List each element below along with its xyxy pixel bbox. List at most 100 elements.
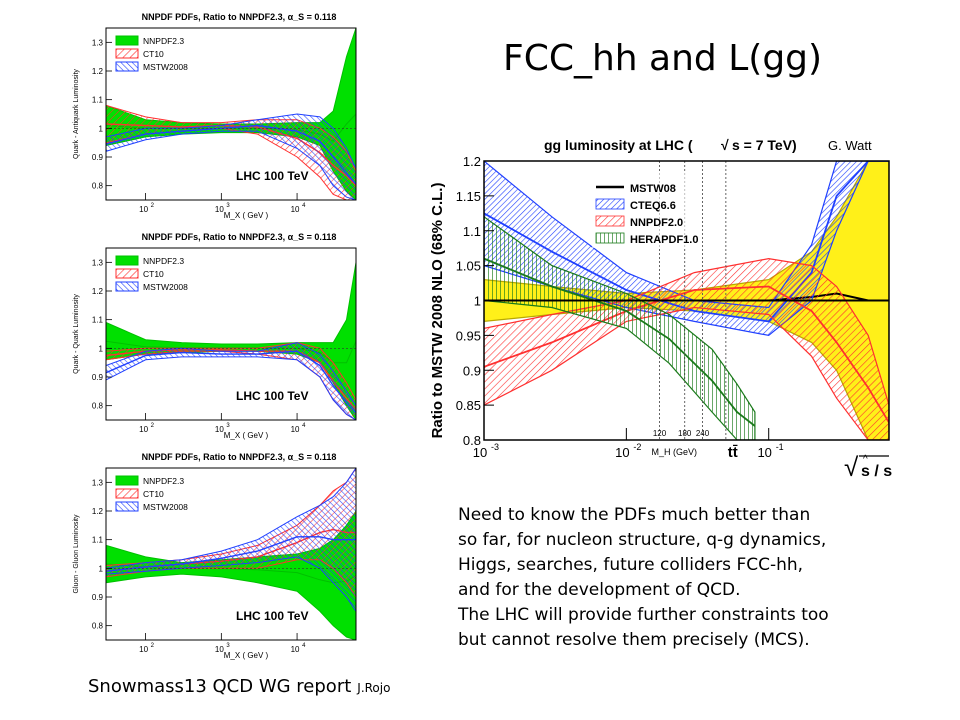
legend-swatch-herapdf1.0 <box>595 232 625 244</box>
legend-label: NNPDF2.3 <box>143 256 184 266</box>
band-mstw2008 <box>106 113 356 200</box>
xtick-exponent: 2 <box>151 643 155 649</box>
body-line: Need to know the PDFs much better than <box>458 505 811 525</box>
legend: MSTW08 CTEQ6.6 NNPDF2.0 HERAPDF1.0 <box>592 172 698 248</box>
higgs-mass-label: 240 <box>696 429 710 438</box>
axes-frame <box>105 27 357 201</box>
ytick-label: 1.3 <box>92 478 104 487</box>
legend-swatch-nnpdf2.3 <box>115 35 139 46</box>
panel-title: NNPDF PDFs, Ratio to NNPDF2.3, α_S = 0.1… <box>142 232 337 242</box>
ytick-label: 1.3 <box>92 258 104 267</box>
xtick-label: 10 <box>139 205 148 214</box>
footer-report: Snowmass13 QCD WG report <box>88 676 352 697</box>
xtick-label: 10 <box>757 445 771 460</box>
legend: NNPDF2.3 CT10 MSTW2008 <box>112 252 200 294</box>
ytick-label: 1 <box>474 294 481 309</box>
panel-svg: NNPDF PDFs, Ratio to NNPDF2.3, α_S = 0.1… <box>73 452 357 660</box>
higgs-mass-label: 180 <box>678 429 692 438</box>
band-mstw2008 <box>106 468 356 613</box>
ytick-label: 1.15 <box>456 189 481 204</box>
xtick-label: 10 <box>215 645 224 654</box>
ytick-label: 0.8 <box>92 182 104 191</box>
ytick-label: 0.9 <box>92 373 104 382</box>
yaxis-label: Ratio to MSTW 2008 NLO (68% C.L.) <box>429 183 446 439</box>
xtick-exponent: -1 <box>776 442 784 452</box>
qq-luminosity-chart: NNPDF PDFs, Ratio to NNPDF2.3, α_S = 0.1… <box>66 228 362 443</box>
ytick-label: 0.9 <box>463 363 481 378</box>
legend-swatch-ct10 <box>115 268 139 279</box>
central-mstw2008 <box>106 124 356 185</box>
legend-label: NNPDF2.0 <box>630 217 683 229</box>
legend-label: CT10 <box>143 489 164 499</box>
footer-citation: Snowmass13 QCD WG report J.Rojo <box>88 676 390 697</box>
legend-swatch-nnpdf2.3 <box>115 255 139 266</box>
ytick-label: 0.9 <box>92 593 104 602</box>
big-chart-title: gg luminosity at LHC ( <box>544 137 693 153</box>
xaxis-label: M_X ( GeV ) <box>224 651 269 660</box>
xtick-label: 10 <box>139 645 148 654</box>
panel-plot-area <box>106 262 356 420</box>
legend-swatch-cteq6.6 <box>595 198 625 210</box>
xaxis-label: s / s <box>861 463 892 480</box>
legend-label: CTEQ6.6 <box>630 200 676 212</box>
gg-luminosity-lhc7-chart: gg luminosity at LHC (√ s = 7 TeV) G. Watt… <box>424 124 900 486</box>
body-text: Need to know the PDFs much better than s… <box>458 503 898 653</box>
body-line: but cannot resolve them precisely (MCS). <box>458 630 810 650</box>
legend-label: MSTW2008 <box>143 282 188 292</box>
legend-label: NNPDF2.3 <box>143 476 184 486</box>
ytick-label: 0.8 <box>463 433 481 448</box>
xtick-exponent: 3 <box>226 643 230 649</box>
ttbar-label: tt̄ <box>728 444 738 461</box>
axes-frame <box>105 247 357 421</box>
ytick-label: 1.2 <box>463 154 481 169</box>
xtick-exponent: -3 <box>491 442 499 452</box>
legend: NNPDF2.3 CT10 MSTW2008 <box>112 32 200 74</box>
annotation: LHC 100 TeV <box>236 169 308 183</box>
legend-label: NNPDF2.3 <box>143 36 184 46</box>
xtick-label: 10 <box>215 205 224 214</box>
ytick-label: 1.1 <box>92 96 104 105</box>
panel-plot-area <box>106 468 356 640</box>
legend-swatch-mstw2008 <box>115 281 139 292</box>
legend-swatch-ct10 <box>115 488 139 499</box>
xtick-label: 10 <box>473 445 487 460</box>
big-plot-area <box>484 161 889 440</box>
xtick-exponent: 2 <box>151 423 155 429</box>
central-mstw2008 <box>106 350 356 414</box>
gg-luminosity-chart: NNPDF PDFs, Ratio to NNPDF2.3, α_S = 0.1… <box>66 448 362 663</box>
legend: NNPDF2.3 CT10 MSTW2008 <box>112 472 200 514</box>
legend-label: MSTW2008 <box>143 62 188 72</box>
xaxis-label: M_X ( GeV ) <box>224 431 269 440</box>
xtick-label: 10 <box>291 645 300 654</box>
ytick-label: 1.1 <box>463 224 481 239</box>
big-chart-svg: gg luminosity at LHC (√ s = 7 TeV) G. Watt… <box>429 137 892 482</box>
sqrt-icon: √ <box>721 137 729 153</box>
xtick-exponent: 4 <box>302 423 306 429</box>
yaxis-label: Quark - Antiquark Luminosity <box>73 69 80 159</box>
xtick-exponent: -2 <box>633 442 641 452</box>
xtick-label: 10 <box>615 445 629 460</box>
annotation: LHC 100 TeV <box>236 609 308 623</box>
ytick-label: 0.9 <box>92 153 104 162</box>
panel-svg: NNPDF PDFs, Ratio to NNPDF2.3, α_S = 0.1… <box>73 12 357 220</box>
higgs-mass-label: 120 <box>653 429 667 438</box>
sqrt-xaxis-icon: √ <box>844 452 859 482</box>
xtick-label: 10 <box>139 425 148 434</box>
body-line: and for the development of QCD. <box>458 580 741 600</box>
legend-label: MSTW2008 <box>143 502 188 512</box>
central-mstw2008 <box>106 536 356 572</box>
ytick-label: 0.95 <box>456 328 481 343</box>
xtick-label: 10 <box>215 425 224 434</box>
legend-label: HERAPDF1.0 <box>630 234 698 246</box>
xtick-exponent: 3 <box>226 203 230 209</box>
body-line: so far, for nucleon structure, q-g dynam… <box>458 530 827 550</box>
ytick-label: 1.1 <box>92 536 104 545</box>
xtick-exponent: 3 <box>226 423 230 429</box>
ytick-label: 1.2 <box>92 507 104 516</box>
panel-svg: NNPDF PDFs, Ratio to NNPDF2.3, α_S = 0.1… <box>73 232 357 440</box>
xtick-exponent: 2 <box>151 203 155 209</box>
ytick-label: 0.85 <box>456 398 481 413</box>
axes-frame <box>105 467 357 641</box>
shat-hat-icon: ^ <box>863 454 868 465</box>
xtick-label: 10 <box>291 205 300 214</box>
